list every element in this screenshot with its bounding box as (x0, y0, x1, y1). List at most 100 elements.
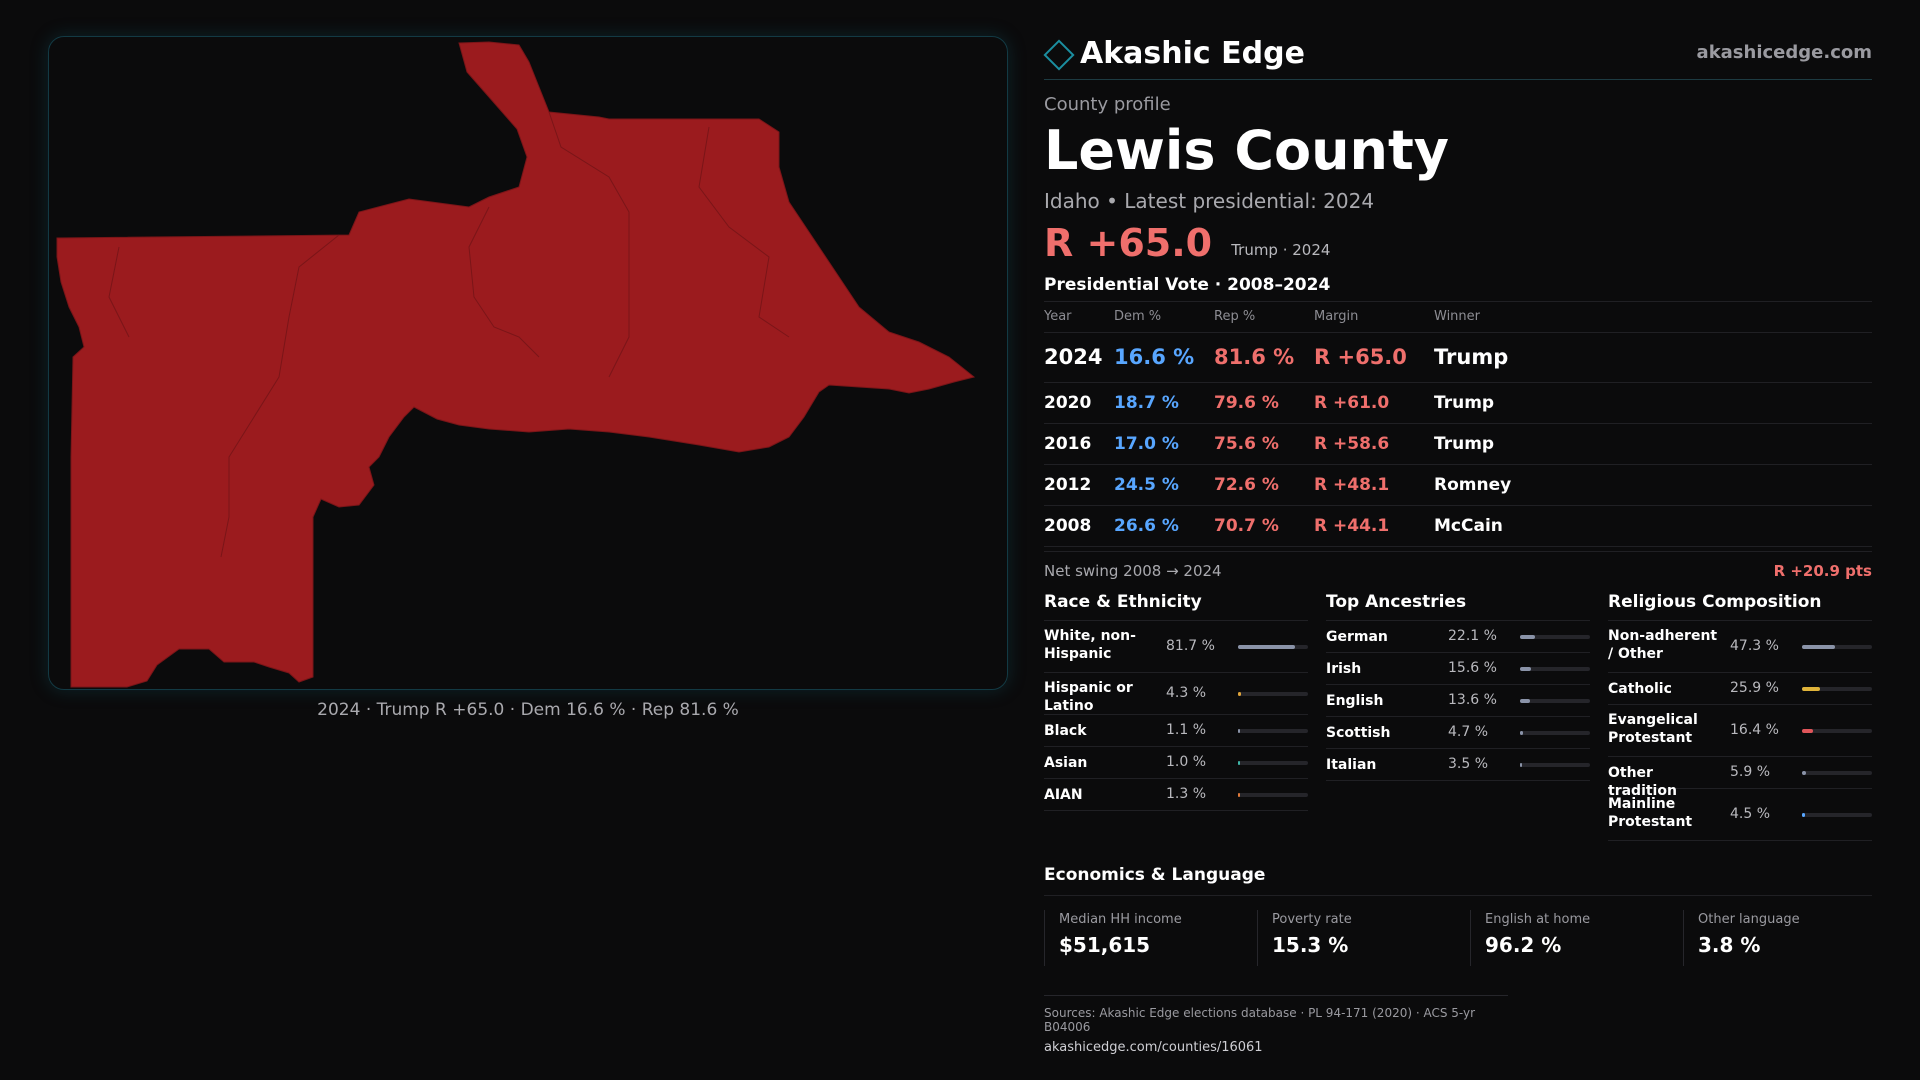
headline-margin: R +65.0 Trump · 2024 (1044, 221, 1872, 267)
race-bar-fill (1238, 760, 1240, 765)
precinct-lines (108, 111, 790, 558)
stat-label: Poverty rate (1272, 912, 1352, 927)
county-map[interactable] (48, 36, 1008, 690)
sources-text: Sources: Akashic Edge elections database… (1044, 1006, 1476, 1034)
header-margin: Margin (1314, 302, 1434, 333)
religion-row: Evangelical Protestant 16.4 % (1608, 705, 1872, 757)
religion-bar (1802, 812, 1872, 817)
county-map-shape[interactable] (49, 37, 1008, 690)
race-bar (1238, 691, 1308, 696)
religion-name: Evangelical Protestant (1608, 711, 1698, 746)
stat-label: Other language (1698, 912, 1800, 927)
brand-url[interactable]: akashicedge.com (1696, 42, 1872, 63)
ancestry-title: Top Ancestries (1326, 587, 1590, 621)
table-row: 2016 17.0 % 75.6 % R +58.6 Trump (1044, 423, 1872, 465)
religion-row: Other tradition 5.9 % (1608, 757, 1872, 799)
brand-header: Akashic Edge akashicedge.com (1043, 36, 1872, 80)
ancestry-column: Top Ancestries German 22.1 % Irish 15.6 % En… (1326, 587, 1590, 781)
religion-row: Mainline Protestant 4.5 % (1608, 789, 1872, 841)
stat-value: 15.3 % (1272, 933, 1349, 957)
ancestry-pct: 3.5 % (1448, 755, 1489, 772)
stat-card: Other language 3.8 % (1683, 910, 1883, 966)
stat-label: Median HH income (1059, 912, 1182, 927)
table-row: 2020 18.7 % 79.6 % R +61.0 Trump (1044, 382, 1872, 424)
ancestry-bar-fill (1520, 730, 1523, 735)
demographics-columns: Race & Ethnicity White, non-Hispanic 81.7… (1044, 587, 1872, 847)
race-pct: 81.7 % (1166, 637, 1215, 654)
sources-url[interactable]: akashicedge.com/counties/16061 (1044, 1040, 1263, 1055)
brand-name: Akashic Edge (1080, 36, 1305, 71)
ancestry-bar-fill (1520, 762, 1522, 767)
cell-dem: 17.0 % (1114, 423, 1214, 465)
cell-rep: 70.7 % (1214, 505, 1314, 547)
race-bar (1238, 644, 1308, 649)
cell-dem: 18.7 % (1114, 382, 1214, 424)
sources-footer: Sources: Akashic Edge elections database… (1044, 995, 1508, 1055)
stat-value: $51,615 (1059, 933, 1151, 957)
cell-dem: 24.5 % (1114, 464, 1214, 506)
stat-value: 3.8 % (1698, 933, 1761, 957)
race-name: AIAN (1044, 786, 1083, 803)
race-row: Black 1.1 % (1044, 715, 1308, 747)
header-year: Year (1044, 302, 1114, 333)
ancestry-row: Irish 15.6 % (1326, 653, 1590, 685)
race-pct: 1.1 % (1166, 721, 1207, 738)
ancestry-name: Irish (1326, 660, 1362, 677)
cell-year: 2016 (1044, 423, 1114, 465)
cell-winner: Romney (1434, 464, 1872, 506)
table-row: 2008 26.6 % 70.7 % R +44.1 McCain (1044, 505, 1872, 547)
cell-rep: 81.6 % (1214, 332, 1314, 383)
table-row: 2024 16.6 % 81.6 % R +65.0 Trump (1044, 332, 1872, 383)
religion-bar-fill (1802, 812, 1805, 817)
religion-bar (1802, 686, 1872, 691)
religion-name: Non-adherent / Other (1608, 627, 1718, 662)
cell-year: 2024 (1044, 332, 1114, 383)
religion-pct: 16.4 % (1730, 721, 1779, 738)
religion-bar (1802, 728, 1872, 733)
race-column: Race & Ethnicity White, non-Hispanic 81.7… (1044, 587, 1308, 811)
ancestry-name: Scottish (1326, 724, 1391, 741)
ancestry-name: English (1326, 692, 1384, 709)
votes-header-row: Year Dem % Rep % Margin Winner (1044, 302, 1872, 333)
race-bar-fill (1238, 644, 1295, 649)
religion-bar (1802, 770, 1872, 775)
ancestry-row: English 13.6 % (1326, 685, 1590, 717)
eyebrow: County profile (1044, 94, 1171, 115)
religion-bar (1802, 644, 1872, 649)
cell-year: 2020 (1044, 382, 1114, 424)
religion-pct: 5.9 % (1730, 763, 1771, 780)
table-row: 2012 24.5 % 72.6 % R +48.1 Romney (1044, 464, 1872, 506)
economics-stats: Median HH income $51,615 Poverty rate 15… (1044, 910, 1872, 970)
race-title: Race & Ethnicity (1044, 587, 1308, 621)
cell-dem: 16.6 % (1114, 332, 1214, 383)
cell-margin: R +65.0 (1314, 332, 1434, 383)
ancestry-name: Italian (1326, 756, 1377, 773)
race-name: Asian (1044, 754, 1088, 771)
ancestry-bar-fill (1520, 634, 1535, 639)
ancestry-pct: 15.6 % (1448, 659, 1497, 676)
ancestry-bar-fill (1520, 698, 1530, 703)
cell-rep: 79.6 % (1214, 382, 1314, 424)
net-swing-label: Net swing 2008 → 2024 (1044, 561, 1222, 580)
religion-column: Religious Composition Non-adherent / Oth… (1608, 587, 1872, 841)
header-rep: Rep % (1214, 302, 1314, 333)
race-bar-fill (1238, 728, 1240, 733)
cell-margin: R +44.1 (1314, 505, 1434, 547)
county-outline[interactable] (56, 41, 976, 688)
religion-name: Other tradition (1608, 764, 1677, 799)
race-name: Hispanic or Latino (1044, 679, 1133, 714)
votes-title: Presidential Vote · 2008–2024 (1044, 275, 1872, 302)
header-dem: Dem % (1114, 302, 1214, 333)
cell-winner: Trump (1434, 382, 1872, 424)
ancestry-row: Italian 3.5 % (1326, 749, 1590, 781)
ancestry-bar (1520, 730, 1590, 735)
religion-pct: 47.3 % (1730, 637, 1779, 654)
ancestry-bar (1520, 666, 1590, 671)
stat-card: Poverty rate 15.3 % (1257, 910, 1457, 966)
economics-title: Economics & Language (1044, 865, 1872, 896)
religion-pct: 4.5 % (1730, 805, 1771, 822)
headline-margin-note: Trump · 2024 (1231, 241, 1331, 259)
net-swing: Net swing 2008 → 2024 R +20.9 pts (1044, 550, 1872, 585)
cell-margin: R +58.6 (1314, 423, 1434, 465)
ancestry-pct: 13.6 % (1448, 691, 1497, 708)
